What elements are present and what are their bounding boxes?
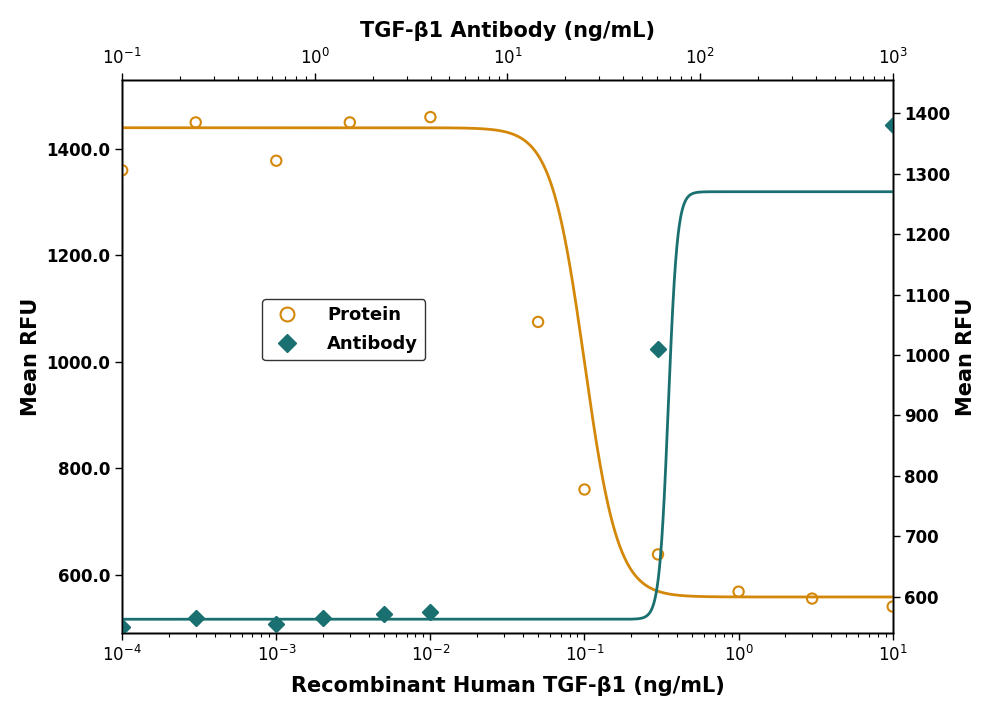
Point xyxy=(576,484,592,495)
Point xyxy=(805,593,821,604)
Point xyxy=(530,316,546,328)
Point xyxy=(376,608,392,619)
Y-axis label: Mean RFU: Mean RFU xyxy=(956,298,976,416)
Point xyxy=(423,607,439,618)
Point xyxy=(342,117,358,128)
Point xyxy=(187,117,203,128)
Point xyxy=(187,612,203,624)
Point xyxy=(115,622,131,633)
Point xyxy=(115,165,131,176)
Point xyxy=(884,120,900,131)
Y-axis label: Mean RFU: Mean RFU xyxy=(21,298,41,416)
Legend: Protein, Antibody: Protein, Antibody xyxy=(262,299,426,361)
Point xyxy=(650,343,666,355)
Point xyxy=(268,618,284,630)
Point xyxy=(268,155,284,166)
Point xyxy=(884,601,900,612)
Point xyxy=(423,111,439,123)
Point xyxy=(731,586,747,597)
X-axis label: Recombinant Human TGF-β1 (ng/mL): Recombinant Human TGF-β1 (ng/mL) xyxy=(290,676,724,696)
Point xyxy=(650,549,666,560)
X-axis label: TGF-β1 Antibody (ng/mL): TGF-β1 Antibody (ng/mL) xyxy=(360,21,655,41)
Point xyxy=(315,612,331,624)
